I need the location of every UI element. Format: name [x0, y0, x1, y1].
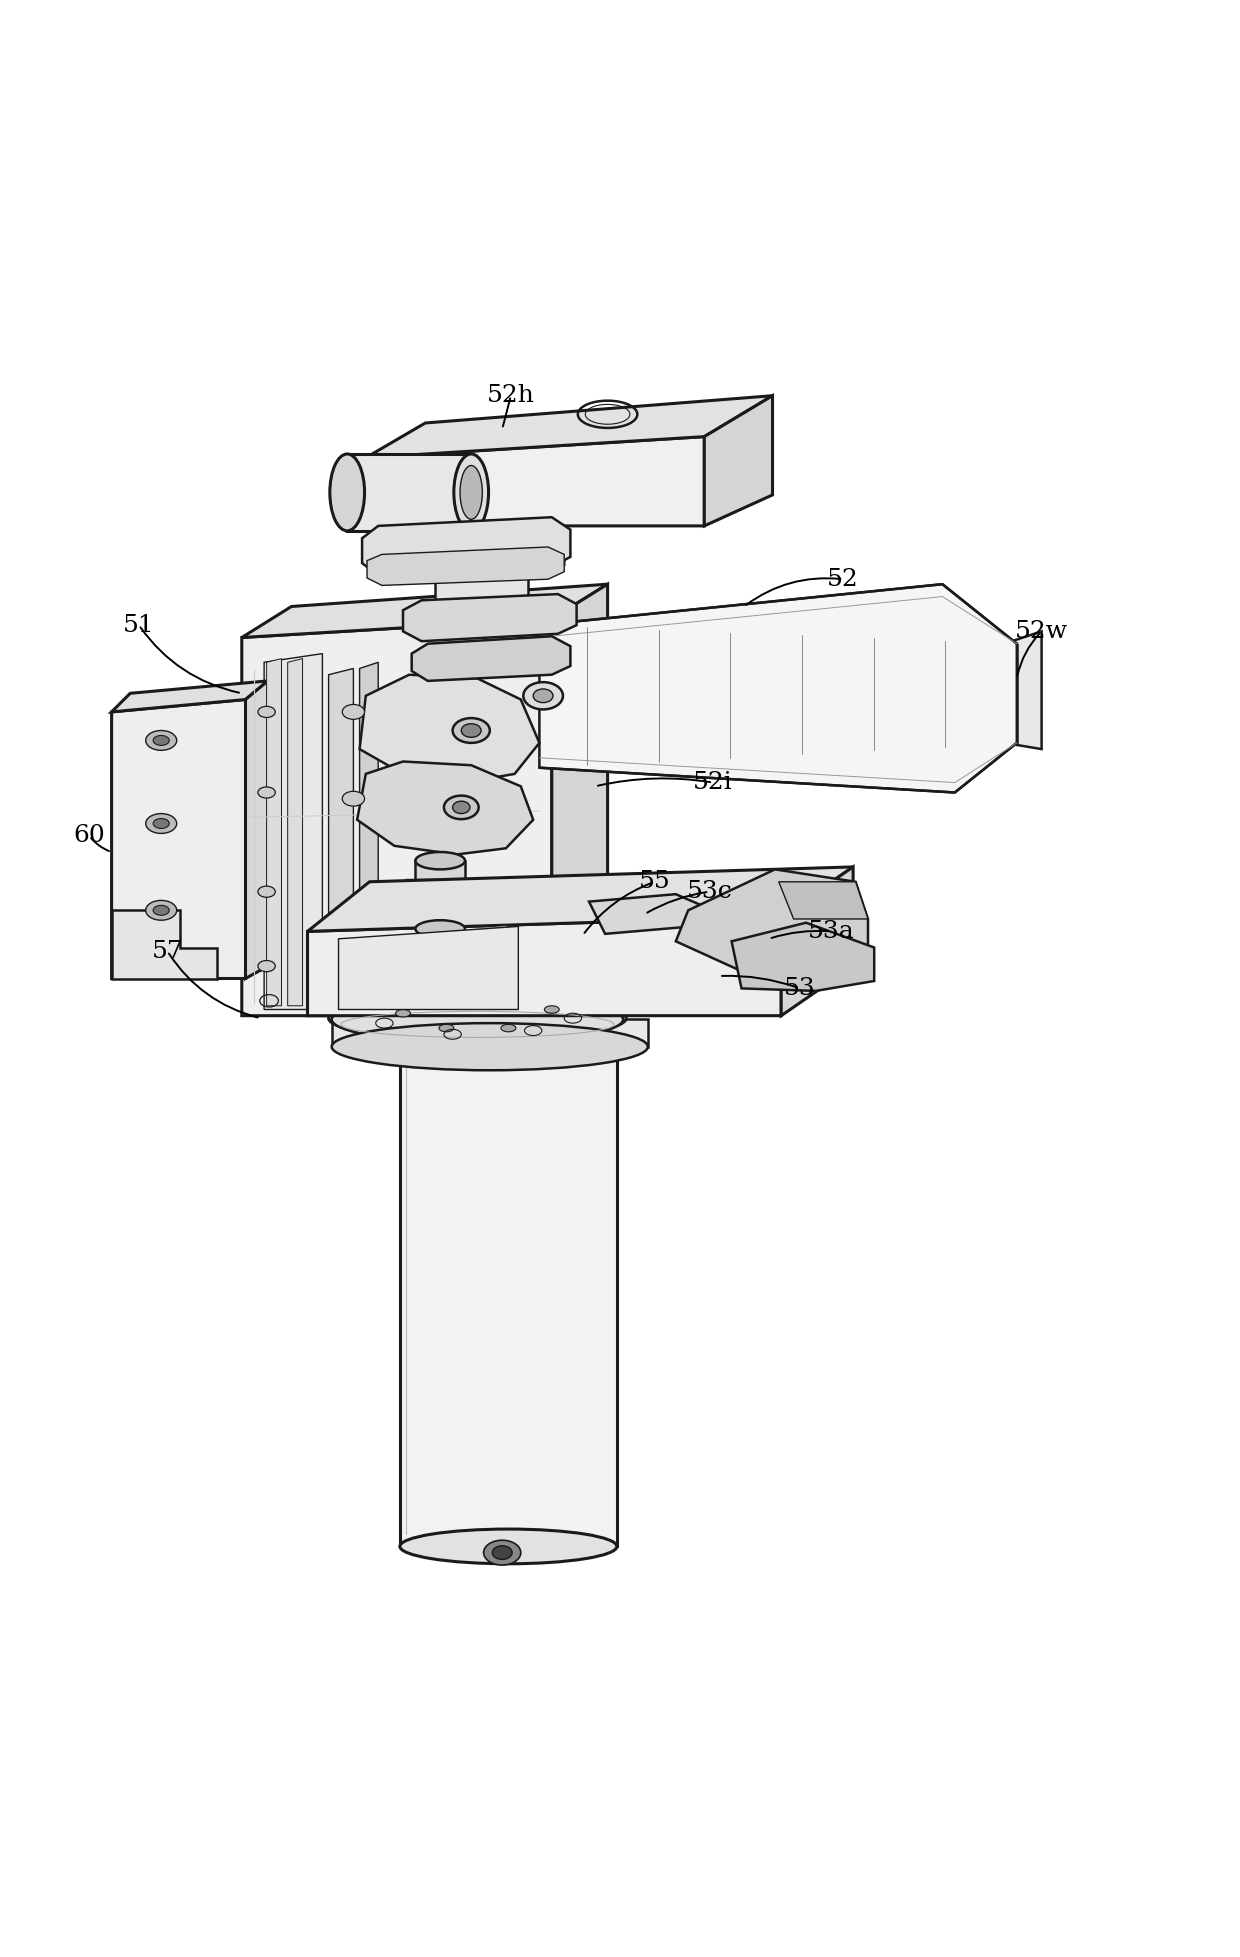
Ellipse shape	[444, 796, 479, 820]
Polygon shape	[366, 395, 773, 458]
Polygon shape	[267, 660, 281, 1006]
Text: 55: 55	[639, 871, 671, 892]
Polygon shape	[412, 636, 570, 681]
Ellipse shape	[332, 1024, 647, 1070]
Polygon shape	[704, 395, 773, 526]
Ellipse shape	[146, 730, 177, 750]
Ellipse shape	[460, 466, 482, 519]
Ellipse shape	[523, 683, 563, 710]
Ellipse shape	[415, 920, 465, 937]
Text: 57: 57	[151, 939, 184, 963]
Polygon shape	[367, 546, 564, 585]
Polygon shape	[112, 681, 268, 712]
Ellipse shape	[492, 1546, 512, 1560]
Ellipse shape	[342, 791, 365, 806]
Polygon shape	[360, 661, 378, 1004]
Polygon shape	[422, 538, 565, 581]
Polygon shape	[242, 618, 552, 1016]
Polygon shape	[1004, 632, 1042, 750]
Ellipse shape	[154, 736, 169, 746]
Polygon shape	[732, 922, 874, 990]
Polygon shape	[435, 526, 528, 613]
Ellipse shape	[461, 724, 481, 738]
Ellipse shape	[399, 1528, 618, 1564]
Polygon shape	[589, 894, 704, 933]
Polygon shape	[288, 660, 303, 1006]
Text: 52: 52	[827, 568, 859, 591]
Polygon shape	[441, 532, 521, 550]
Text: 52i: 52i	[693, 771, 733, 795]
Ellipse shape	[396, 1010, 410, 1018]
Polygon shape	[112, 699, 246, 978]
Ellipse shape	[533, 689, 553, 703]
Ellipse shape	[332, 996, 624, 1043]
Polygon shape	[339, 926, 518, 1010]
Polygon shape	[676, 869, 868, 973]
Ellipse shape	[484, 1540, 521, 1566]
Ellipse shape	[258, 887, 275, 896]
Ellipse shape	[154, 818, 169, 828]
Ellipse shape	[329, 996, 626, 1039]
Polygon shape	[264, 654, 322, 1010]
Ellipse shape	[330, 454, 365, 530]
Polygon shape	[112, 910, 217, 978]
Polygon shape	[362, 517, 570, 575]
Ellipse shape	[399, 1029, 618, 1065]
Polygon shape	[347, 454, 471, 530]
Ellipse shape	[501, 1024, 516, 1031]
Text: 52h: 52h	[487, 384, 534, 407]
Ellipse shape	[415, 851, 465, 869]
Polygon shape	[403, 595, 577, 642]
Ellipse shape	[258, 961, 275, 973]
Ellipse shape	[544, 1006, 559, 1014]
Ellipse shape	[154, 906, 169, 916]
Text: 53c: 53c	[687, 881, 732, 904]
Ellipse shape	[454, 454, 489, 530]
Text: 51: 51	[123, 614, 155, 636]
Ellipse shape	[453, 718, 490, 744]
Ellipse shape	[342, 705, 365, 720]
Text: 52w: 52w	[1016, 620, 1068, 642]
Polygon shape	[360, 675, 539, 783]
Ellipse shape	[439, 1024, 454, 1031]
Ellipse shape	[146, 900, 177, 920]
Text: 53a: 53a	[807, 920, 854, 943]
Ellipse shape	[258, 787, 275, 798]
Polygon shape	[366, 436, 704, 526]
Ellipse shape	[453, 800, 470, 814]
Polygon shape	[415, 861, 465, 930]
Polygon shape	[329, 669, 353, 1004]
Polygon shape	[308, 867, 853, 932]
Polygon shape	[781, 867, 853, 1016]
Ellipse shape	[146, 814, 177, 834]
Polygon shape	[357, 761, 533, 855]
Polygon shape	[399, 1047, 618, 1546]
Ellipse shape	[258, 706, 275, 718]
Polygon shape	[779, 883, 868, 920]
Polygon shape	[246, 681, 268, 978]
Polygon shape	[552, 585, 608, 1016]
Polygon shape	[308, 916, 781, 1016]
Text: 53: 53	[784, 977, 816, 1000]
Polygon shape	[409, 904, 471, 930]
Polygon shape	[332, 1020, 647, 1047]
Polygon shape	[539, 585, 1017, 793]
Text: 60: 60	[73, 824, 105, 847]
Polygon shape	[405, 879, 475, 898]
Polygon shape	[242, 585, 608, 638]
